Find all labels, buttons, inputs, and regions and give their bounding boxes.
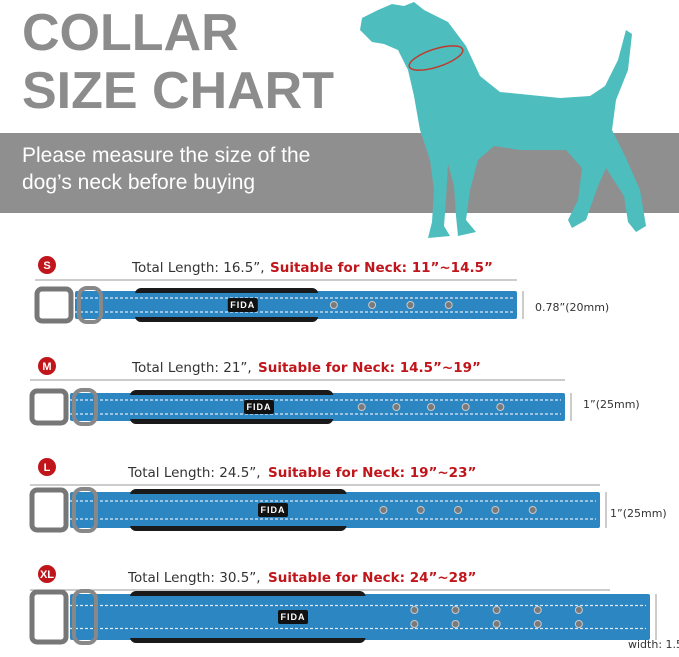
collar-hole (496, 403, 505, 411)
buckle (34, 286, 74, 324)
brand-tag (244, 400, 274, 414)
collar-hole (392, 403, 401, 411)
neck-size: Suitable for Neck: 11”~14.5” (270, 260, 493, 276)
collar-hole (574, 606, 583, 614)
width-label: 0.78”(20mm) (535, 301, 609, 314)
collar-hole (492, 620, 501, 628)
buckle (29, 388, 69, 426)
neck-size: Suitable for Neck: 24”~28” (268, 570, 476, 586)
collar-hole (491, 506, 500, 514)
collar-hole (454, 506, 463, 514)
collar-hole (406, 301, 415, 309)
brand-label: FIDA (230, 300, 255, 310)
width-label: 1”(25mm) (610, 507, 667, 520)
collar-hole (368, 301, 377, 309)
dog-silhouette (360, 2, 646, 238)
collar-hole (492, 606, 501, 614)
size-label: M (42, 361, 51, 373)
brand-tag (278, 610, 308, 624)
total-length: Total Length: 16.5”, (131, 260, 265, 276)
size-label: L (44, 462, 51, 474)
collar-hole (329, 301, 338, 309)
brand-label: FIDA (247, 402, 272, 412)
brand-tag (258, 503, 288, 517)
d-ring (77, 286, 103, 324)
brand-label: FIDA (261, 505, 286, 515)
collar-hole (574, 620, 583, 628)
d-ring (72, 487, 98, 533)
collar-hole (451, 620, 460, 628)
collar-hole (461, 403, 470, 411)
neck-size: Suitable for Neck: 19”~23” (268, 465, 476, 481)
size-label: S (43, 260, 50, 272)
collar-hole (410, 620, 419, 628)
collar-hole (357, 403, 366, 411)
collar-hole (533, 620, 542, 628)
collar-hole (444, 301, 453, 309)
total-length: Total Length: 24.5”, (127, 465, 261, 481)
size-badge (38, 458, 56, 476)
collar-hole (528, 506, 537, 514)
buckle (29, 589, 69, 645)
size-badge (38, 256, 56, 274)
total-length: Total Length: 21”, (131, 360, 252, 376)
buckle (29, 487, 69, 533)
width-label: 1”(25mm) (583, 398, 640, 411)
collar-strap (130, 596, 650, 638)
collar-strap (130, 395, 565, 419)
d-ring (72, 589, 98, 645)
brand-tag (227, 298, 258, 312)
title-line: COLLAR (22, 4, 239, 62)
collar-ring (408, 45, 464, 71)
neck-size: Suitable for Neck: 14.5”~19” (258, 360, 481, 376)
collar-hole (427, 403, 436, 411)
brand-label: FIDA (281, 612, 306, 622)
size-badge (38, 357, 56, 375)
total-length: Total Length: 30.5”, (127, 570, 261, 586)
collar-hole (451, 606, 460, 614)
collar-hole (416, 506, 425, 514)
title-line: SIZE CHART (22, 62, 334, 120)
width-label: width: 1.5”(38mm) (628, 638, 679, 651)
collar-hole (379, 506, 388, 514)
collar-hole (533, 606, 542, 614)
collar-strap (130, 494, 600, 526)
collar-hole (410, 606, 419, 614)
d-ring (72, 388, 98, 426)
size-badge (38, 565, 56, 583)
size-label: XL (40, 569, 54, 581)
subtitle-line: dog’s neck before buying (22, 171, 255, 194)
collar-strap (135, 293, 517, 317)
subtitle-line: Please measure the size of the (22, 144, 310, 167)
